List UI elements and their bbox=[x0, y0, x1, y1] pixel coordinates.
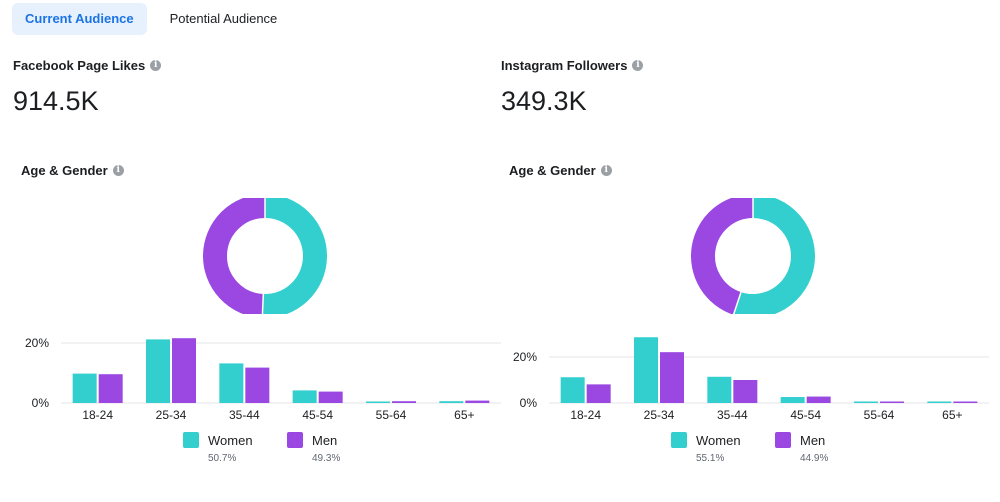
x-tick-label: 25-34 bbox=[156, 408, 187, 422]
facebook-panel: Facebook Page Likes i 914.5K Age & Gende… bbox=[13, 48, 501, 488]
men-swatch bbox=[775, 432, 791, 448]
bar-women-25-34[interactable] bbox=[146, 339, 170, 403]
info-icon[interactable]: i bbox=[600, 165, 612, 176]
donut-separator bbox=[732, 291, 742, 314]
x-tick-label: 35-44 bbox=[717, 408, 748, 422]
legend-item-men: Men 44.9% bbox=[775, 432, 879, 464]
gender-donut-chart bbox=[203, 198, 327, 314]
legend-item-women: Women 50.7% bbox=[183, 432, 287, 464]
facebook-page-likes-value: 914.5K bbox=[13, 86, 99, 116]
bar-men-65+[interactable] bbox=[465, 400, 490, 403]
bar-women-55-64[interactable] bbox=[366, 401, 390, 404]
facebook-page-likes-label: Facebook Page Likes i bbox=[13, 58, 162, 73]
instagram-panel: Instagram Followers i 349.3K Age & Gende… bbox=[501, 48, 989, 488]
age-gender-heading: Age & Gender i bbox=[509, 163, 612, 178]
legend-pct-women: 50.7% bbox=[208, 453, 237, 464]
bar-men-55-64[interactable] bbox=[392, 401, 416, 403]
bar-men-45-54[interactable] bbox=[318, 391, 343, 403]
legend-item-men: Men 49.3% bbox=[287, 432, 391, 464]
info-icon[interactable]: i bbox=[632, 60, 644, 71]
x-tick-label: 35-44 bbox=[229, 408, 260, 422]
bar-women-25-34[interactable] bbox=[634, 337, 658, 403]
x-tick-label: 55-64 bbox=[376, 408, 407, 422]
legend-label-women: Women bbox=[696, 432, 741, 448]
donut-slice-women bbox=[733, 198, 815, 314]
audience-tabs: Current Audience Potential Audience bbox=[12, 2, 300, 36]
x-tick-label: 65+ bbox=[454, 408, 474, 422]
y-tick-label: 20% bbox=[513, 350, 537, 364]
y-tick-label: 0% bbox=[32, 396, 50, 410]
donut-slice-men bbox=[203, 198, 266, 314]
bar-men-35-44[interactable] bbox=[733, 380, 758, 403]
bar-women-65+[interactable] bbox=[927, 401, 952, 404]
x-tick-label: 45-54 bbox=[790, 408, 821, 422]
x-tick-label: 55-64 bbox=[864, 408, 895, 422]
x-tick-label: 65+ bbox=[942, 408, 962, 422]
x-tick-label: 18-24 bbox=[570, 408, 601, 422]
bar-men-65+[interactable] bbox=[953, 401, 978, 404]
women-swatch bbox=[671, 432, 687, 448]
age-bar-chart: 0% 20% 18-24 25-34 35-44 45-54 55-64 65+ bbox=[513, 337, 989, 422]
bar-men-18-24[interactable] bbox=[98, 374, 123, 403]
donut-slice-women bbox=[262, 198, 327, 314]
bar-men-45-54[interactable] bbox=[806, 396, 831, 403]
bar-men-35-44[interactable] bbox=[245, 367, 270, 403]
bar-women-45-54[interactable] bbox=[292, 390, 317, 403]
legend-item-women: Women 55.1% bbox=[671, 432, 775, 464]
women-swatch bbox=[183, 432, 199, 448]
gender-donut-chart bbox=[691, 198, 815, 314]
bar-women-55-64[interactable] bbox=[854, 401, 878, 404]
bar-women-35-44[interactable] bbox=[707, 376, 732, 403]
info-icon[interactable]: i bbox=[112, 165, 124, 176]
bar-women-35-44[interactable] bbox=[219, 363, 244, 403]
gender-legend: Women 55.1% Men 44.9% bbox=[671, 432, 879, 464]
stat-label-text: Facebook Page Likes bbox=[13, 58, 146, 73]
legend-pct-men: 44.9% bbox=[800, 453, 829, 464]
bar-men-25-34[interactable] bbox=[660, 352, 684, 403]
legend-label-men: Men bbox=[800, 432, 826, 448]
info-icon[interactable]: i bbox=[150, 60, 162, 71]
donut-slice-men bbox=[691, 198, 754, 314]
instagram-followers-label: Instagram Followers i bbox=[501, 58, 644, 73]
age-gender-heading: Age & Gender i bbox=[21, 163, 124, 178]
tab-potential-audience[interactable]: Potential Audience bbox=[169, 11, 278, 26]
section-label-text: Age & Gender bbox=[509, 163, 596, 178]
legend-label-men: Men bbox=[312, 432, 338, 448]
x-tick-label: 18-24 bbox=[82, 408, 113, 422]
y-tick-label: 0% bbox=[520, 396, 538, 410]
legend-label-women: Women bbox=[208, 432, 253, 448]
bar-women-18-24[interactable] bbox=[560, 377, 585, 403]
bar-men-55-64[interactable] bbox=[880, 401, 904, 404]
stat-label-text: Instagram Followers bbox=[501, 58, 628, 73]
bar-women-18-24[interactable] bbox=[72, 373, 97, 403]
bar-women-45-54[interactable] bbox=[780, 397, 805, 403]
tab-current-audience[interactable]: Current Audience bbox=[12, 3, 147, 35]
bar-women-65+[interactable] bbox=[439, 401, 464, 403]
age-bar-chart: 0% 20% 18-24 25-34 35-44 45-54 55-64 65+ bbox=[25, 336, 501, 422]
men-swatch bbox=[287, 432, 303, 448]
section-label-text: Age & Gender bbox=[21, 163, 108, 178]
bar-men-18-24[interactable] bbox=[586, 384, 611, 403]
gender-legend: Women 50.7% Men 49.3% bbox=[183, 432, 391, 464]
x-tick-label: 45-54 bbox=[302, 408, 333, 422]
x-tick-label: 25-34 bbox=[644, 408, 675, 422]
legend-pct-women: 55.1% bbox=[696, 453, 725, 464]
donut-separator bbox=[261, 293, 265, 314]
legend-pct-men: 49.3% bbox=[312, 453, 341, 464]
bar-men-25-34[interactable] bbox=[172, 338, 196, 403]
y-tick-label: 20% bbox=[25, 336, 49, 350]
instagram-followers-value: 349.3K bbox=[501, 86, 587, 116]
